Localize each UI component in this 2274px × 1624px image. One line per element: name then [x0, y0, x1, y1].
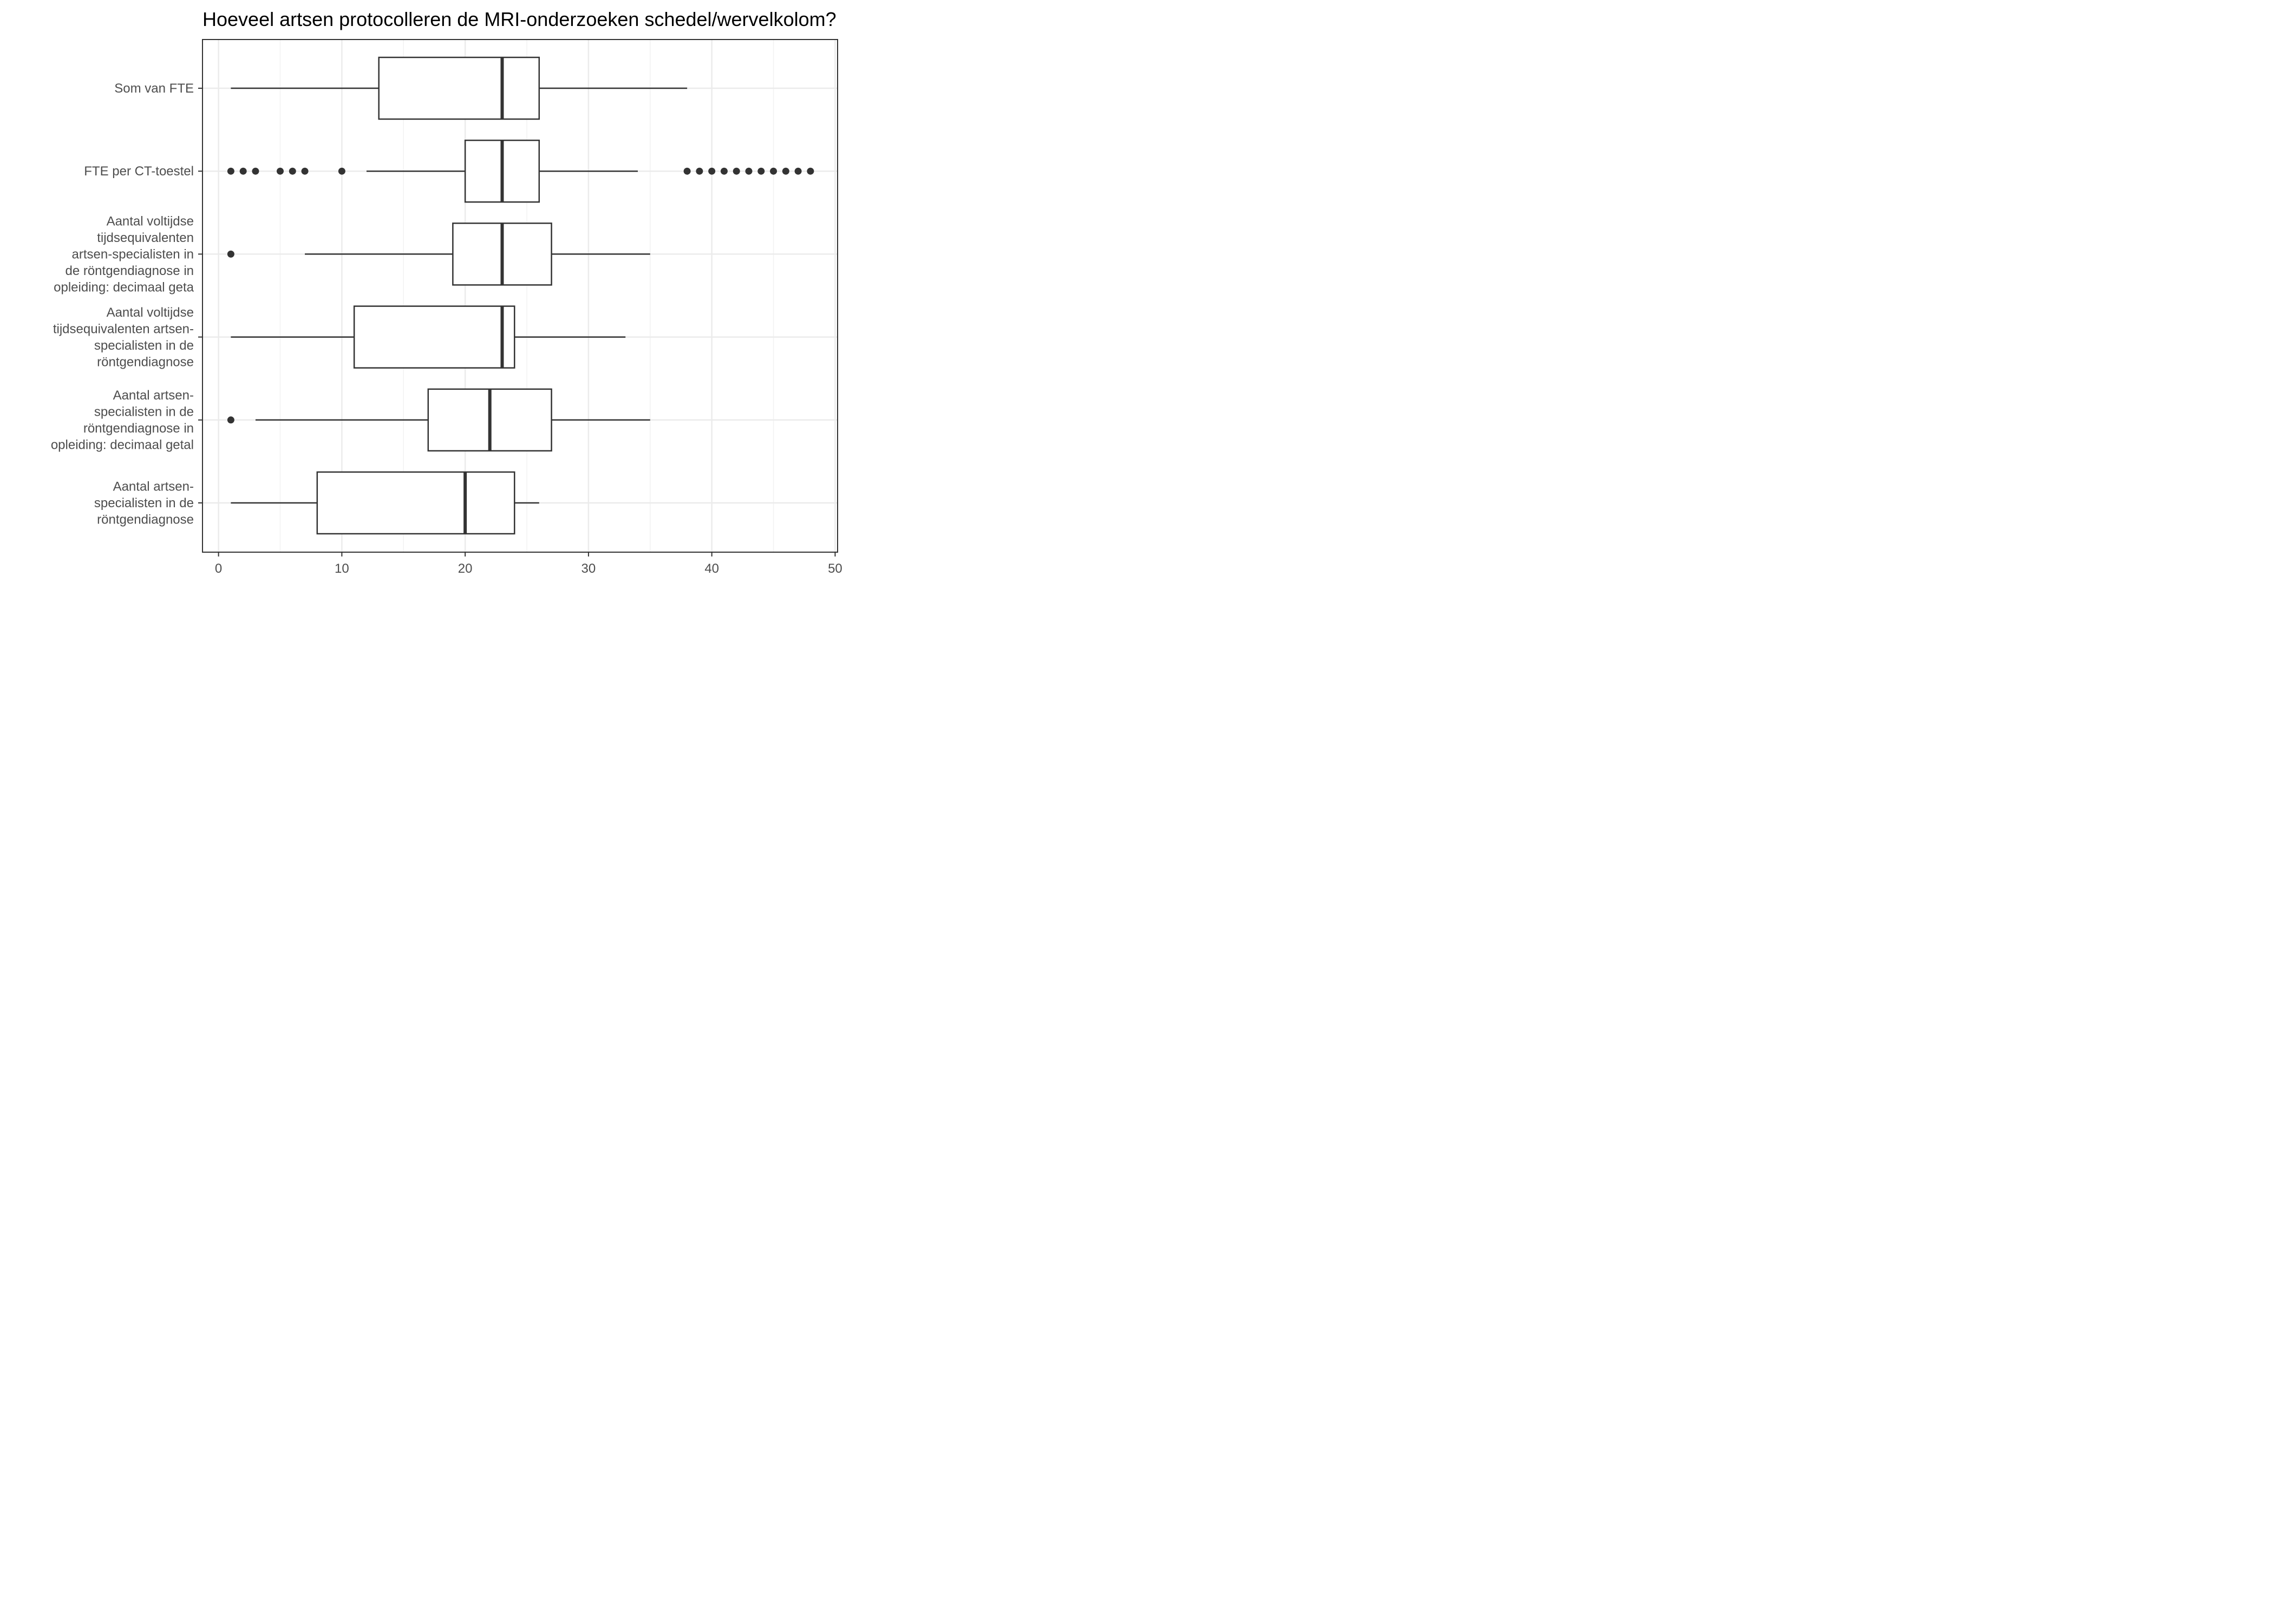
category-label: Aantal artsen-specialisten in de röntgend…	[94, 480, 194, 527]
category-label: Aantal voltijdse tijdsequivalenten artsen…	[53, 305, 194, 370]
category-label-line: opleiding: decimaal geta	[54, 280, 194, 294]
category-label-line: FTE per CT-toestel	[84, 164, 194, 179]
boxplot-chart: Hoeveel artsen protocolleren de MRI-onde…	[0, 0, 849, 597]
outlier-point	[794, 167, 802, 175]
category-label: FTE per CT-toestel	[84, 164, 194, 179]
category-label-line: Aantal artsen-	[113, 480, 194, 494]
outlier-point	[733, 167, 740, 175]
outlier-point	[683, 167, 691, 175]
category-label-line: Aantal voltijdse	[107, 214, 194, 228]
panel-border	[202, 39, 838, 553]
category-label-line: specialisten in de	[94, 338, 194, 353]
outlier-point	[720, 167, 728, 175]
outlier-point	[770, 167, 777, 175]
outlier-point	[338, 167, 345, 175]
box-iqr	[378, 56, 540, 120]
category-label: Aantal artsen-specialisten in de röntgend…	[51, 388, 194, 453]
x-tick-label: 0	[215, 561, 222, 576]
category-label-line: specialisten in de	[94, 496, 194, 510]
box-iqr	[316, 471, 515, 535]
outlier-point	[227, 167, 234, 175]
outlier-point	[708, 167, 716, 175]
category-label-line: artsen-specialisten in	[72, 247, 194, 261]
x-tick-label: 30	[581, 561, 596, 576]
x-tick-label: 50	[828, 561, 842, 576]
category-label-line: de röntgendiagnose in	[65, 264, 194, 278]
category-label: Som van FTE	[114, 81, 194, 96]
category-label: Aantal voltijdse tijdsequivalenten artsen-…	[54, 214, 194, 294]
outlier-point	[252, 167, 259, 175]
category-label-line: Som van FTE	[114, 81, 194, 96]
outlier-point	[696, 167, 703, 175]
category-label-line: tijdsequivalenten	[97, 231, 194, 245]
outlier-point	[276, 167, 284, 175]
box-iqr	[353, 305, 515, 369]
outlier-point	[301, 167, 309, 175]
outlier-point	[757, 167, 765, 175]
outlier-point	[745, 167, 753, 175]
category-label-line: tijdsequivalenten artsen-	[53, 322, 194, 336]
x-tick-label: 40	[704, 561, 719, 576]
chart-title: Hoeveel artsen protocolleren de MRI-onde…	[202, 8, 837, 30]
category-label-line: röntgendiagnose in	[83, 421, 194, 436]
outlier-point	[239, 167, 247, 175]
chart-canvas: Hoeveel artsen protocolleren de MRI-onde…	[51, 8, 842, 576]
category-label-line: Aantal voltijdse	[107, 305, 194, 320]
category-label-line: Aantal artsen-	[113, 388, 194, 403]
category-label-line: opleiding: decimaal getal	[51, 438, 194, 453]
category-label-line: röntgendiagnose	[97, 355, 194, 369]
category-label-line: röntgendiagnose	[97, 513, 194, 527]
outlier-point	[782, 167, 789, 175]
outlier-point	[289, 167, 296, 175]
outlier-point	[807, 167, 814, 175]
x-tick-label: 20	[458, 561, 473, 576]
x-tick-label: 10	[335, 561, 349, 576]
category-label-line: specialisten in de	[94, 405, 194, 420]
outlier-point	[227, 416, 234, 424]
outlier-point	[227, 250, 234, 258]
